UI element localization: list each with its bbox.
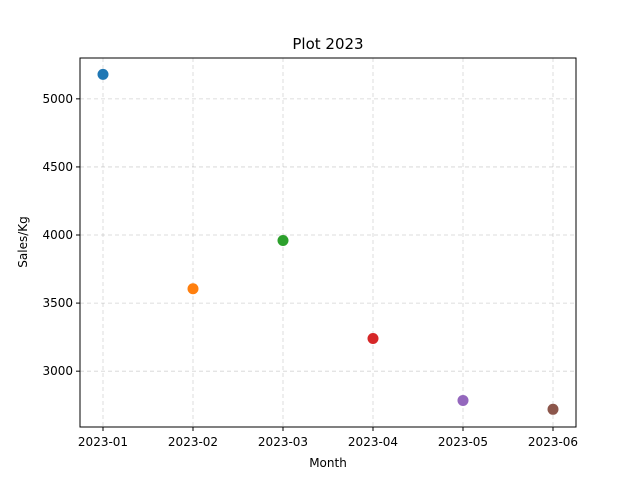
y-tick-label: 4500 (42, 160, 73, 174)
y-axis: 3000 3500 4000 4500 5000 (42, 92, 80, 378)
x-axis: 2023-01 2023-02 2023-03 2023-04 2023-05 2023-… (78, 427, 578, 449)
chart-title: Plot 2023 (292, 35, 363, 53)
data-point (97, 68, 109, 80)
x-tick-label: 2023-03 (258, 435, 308, 449)
plot-frame (79, 57, 577, 428)
x-tick-label: 2023-05 (438, 435, 488, 449)
data-point (547, 403, 559, 415)
y-tick-label: 3000 (42, 364, 73, 378)
data-point (367, 332, 379, 344)
x-axis-label: Month (309, 456, 347, 470)
x-tick-label: 2023-06 (528, 435, 578, 449)
x-tick-label: 2023-04 (348, 435, 398, 449)
data-point (457, 394, 469, 406)
y-tick-label: 4000 (42, 228, 73, 242)
y-tick-label: 5000 (42, 92, 73, 106)
data-point (187, 283, 199, 295)
data-point (277, 234, 289, 246)
y-axis-label: Sales/Kg (16, 216, 30, 267)
y-tick-label: 3500 (42, 296, 73, 310)
grid-lines (80, 58, 576, 427)
x-tick-label: 2023-01 (78, 435, 128, 449)
data-points (97, 68, 559, 415)
x-tick-label: 2023-02 (168, 435, 218, 449)
